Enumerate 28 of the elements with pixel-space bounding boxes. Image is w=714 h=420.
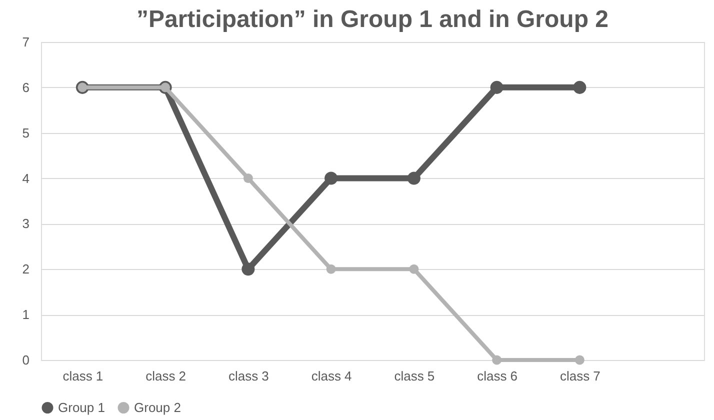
y-tick-label: 2 [22, 262, 30, 277]
point [574, 355, 584, 365]
x-tick-label: class 2 [146, 368, 186, 384]
x-tick-label: class 7 [560, 368, 600, 384]
point [242, 262, 255, 276]
x-tick-label: class 5 [394, 368, 435, 384]
x-tick-label: class 4 [311, 368, 352, 384]
point [573, 80, 586, 94]
y-tick-label: 1 [22, 307, 30, 322]
legend-label: Group 2 [134, 400, 181, 415]
y-tick-label: 5 [22, 125, 30, 140]
y-tick-label: 6 [22, 80, 30, 95]
point [490, 80, 504, 94]
point [324, 172, 338, 185]
x-tick-label: class 3 [228, 368, 269, 384]
y-tick-label: 0 [22, 352, 30, 368]
point [243, 174, 253, 184]
chart-title: ”Participation” in Group 1 and in Group 2 [136, 6, 609, 33]
legend-label: Group 1 [58, 400, 105, 415]
x-tick-label: class 6 [477, 368, 518, 384]
y-tick-label: 4 [22, 170, 30, 186]
point [326, 264, 336, 274]
point [409, 264, 419, 274]
x-tick-label: class 1 [62, 368, 104, 384]
point [492, 355, 502, 365]
point [407, 172, 420, 185]
y-tick-label: 7 [22, 34, 30, 50]
y-tick-label: 3 [22, 216, 30, 232]
